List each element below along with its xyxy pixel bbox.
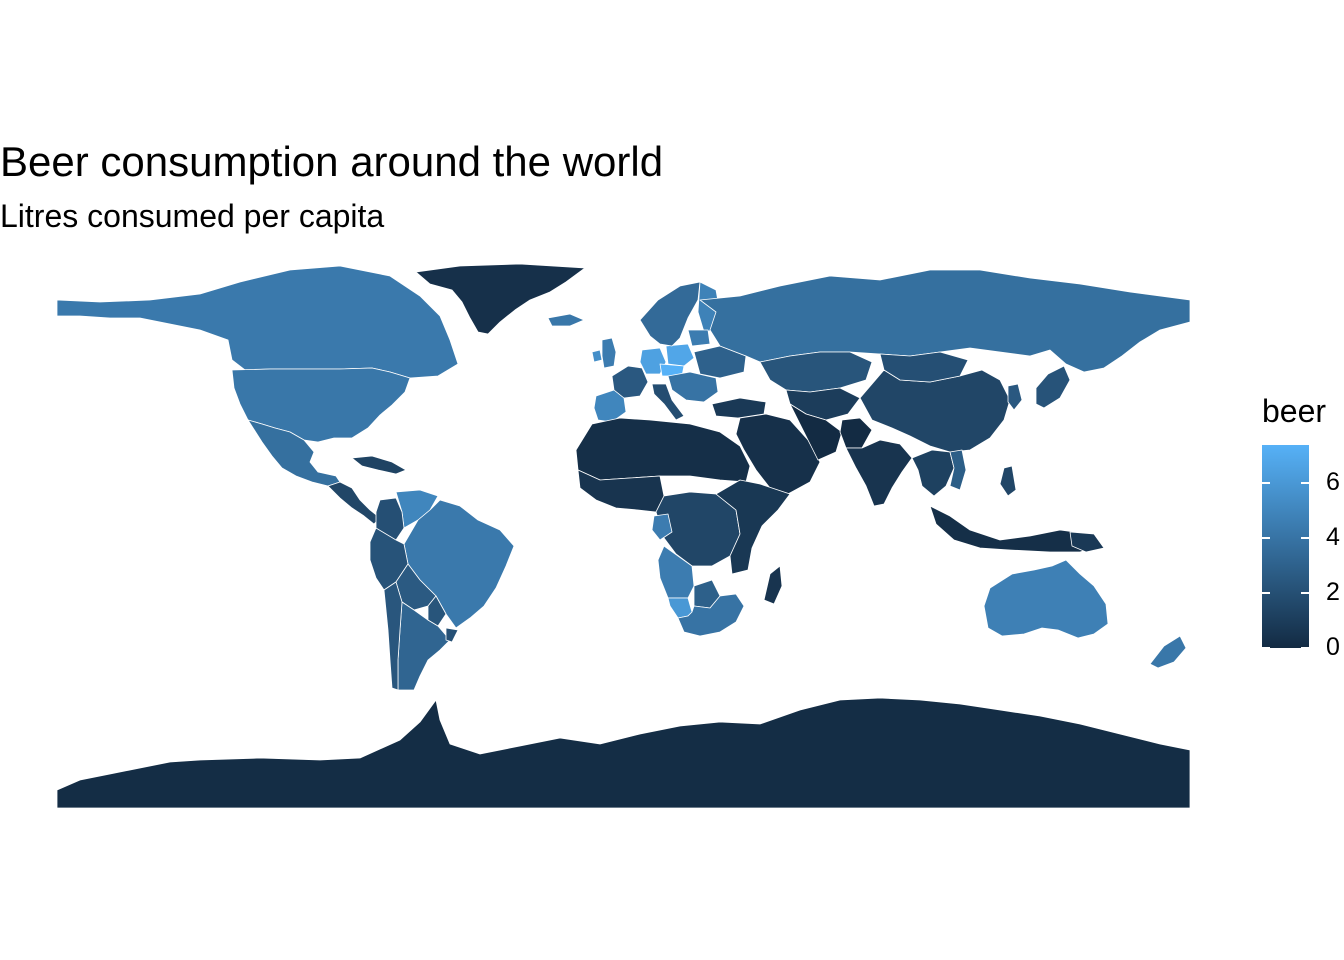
- legend-tick-mark: [1262, 647, 1270, 649]
- region-madagascar: [763, 565, 783, 605]
- region-paraguay: [427, 595, 447, 627]
- region-balkans: [667, 371, 719, 403]
- legend-tick-mark: [1301, 647, 1309, 649]
- region-iran: [789, 403, 843, 461]
- region-italy: [651, 383, 685, 421]
- legend-tick-mark: [1262, 537, 1270, 540]
- region-uruguay: [445, 627, 459, 643]
- region-kazakhstan: [759, 351, 873, 393]
- region-namibia: [667, 597, 693, 619]
- region-east-africa: [715, 479, 791, 575]
- world-map: [56, 263, 1191, 809]
- region-australia: [983, 559, 1109, 639]
- legend-tick-mark: [1262, 592, 1270, 595]
- region-india: [845, 439, 913, 507]
- legend-tick-mark: [1301, 482, 1309, 485]
- region-scandinavia: [639, 281, 701, 347]
- region-poland: [665, 343, 695, 367]
- region-philippines: [999, 465, 1017, 497]
- legend-tick-label: 0: [1326, 633, 1340, 661]
- region-china: [859, 369, 1011, 453]
- chart-title: Beer consumption around the world: [0, 138, 664, 185]
- region-southeast-asia: [911, 449, 955, 497]
- region-japan: [1035, 365, 1071, 409]
- region-ireland: [591, 349, 603, 363]
- region-vietnam: [949, 449, 967, 491]
- legend-tick-label: 6: [1326, 468, 1340, 497]
- region-mongolia: [879, 351, 969, 383]
- legend-tick-mark: [1301, 592, 1309, 595]
- region-afghanistan: [839, 417, 873, 449]
- region-france: [611, 365, 649, 399]
- map-layer: [56, 263, 1191, 809]
- legend-title: beer: [1262, 393, 1327, 429]
- region-canada: [56, 265, 459, 379]
- region-korea: [1007, 383, 1023, 411]
- region-antarctica: [56, 697, 1191, 809]
- region-gabon: [651, 513, 673, 541]
- region-germany: [639, 347, 667, 375]
- legend-tick-mark: [1262, 482, 1270, 485]
- region-baltics: [687, 329, 711, 347]
- legend-tick-label: 2: [1326, 578, 1340, 607]
- region-caribbean: [351, 455, 407, 475]
- region-papua-new-guinea: [1069, 531, 1105, 553]
- legend-tick-label: 4: [1326, 523, 1340, 552]
- region-south-africa: [677, 593, 745, 637]
- region-north-africa: [575, 417, 751, 483]
- chart-subtitle: Litres consumed per capita: [0, 198, 385, 234]
- region-brazil: [403, 499, 515, 629]
- region-chile: [383, 581, 403, 691]
- region-uk: [601, 337, 617, 369]
- region-middle-east: [735, 413, 821, 495]
- region-mexico: [247, 419, 341, 487]
- region-greenland: [415, 263, 586, 335]
- region-iceland: [547, 313, 585, 327]
- legend-tick-mark: [1301, 537, 1309, 540]
- region-central-america: [327, 481, 381, 525]
- legend-colorbar: [1262, 445, 1309, 648]
- region-new-zealand: [1149, 635, 1187, 669]
